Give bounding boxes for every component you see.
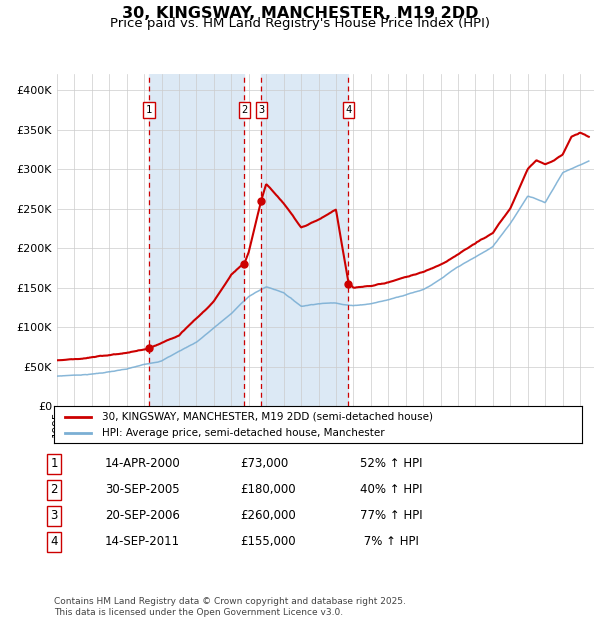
Text: £260,000: £260,000 xyxy=(240,510,296,522)
Bar xyxy=(262,74,349,406)
Text: 3: 3 xyxy=(50,510,58,522)
Text: 7% ↑ HPI: 7% ↑ HPI xyxy=(360,536,419,548)
Text: 77% ↑ HPI: 77% ↑ HPI xyxy=(360,510,422,522)
Text: £155,000: £155,000 xyxy=(240,536,296,548)
Text: 52% ↑ HPI: 52% ↑ HPI xyxy=(360,458,422,470)
Text: 30, KINGSWAY, MANCHESTER, M19 2DD: 30, KINGSWAY, MANCHESTER, M19 2DD xyxy=(122,6,478,20)
Text: 1: 1 xyxy=(50,458,58,470)
Text: 2: 2 xyxy=(241,105,248,115)
Text: 30-SEP-2005: 30-SEP-2005 xyxy=(105,484,179,496)
Text: HPI: Average price, semi-detached house, Manchester: HPI: Average price, semi-detached house,… xyxy=(101,428,384,438)
Text: 1: 1 xyxy=(146,105,152,115)
Text: 4: 4 xyxy=(345,105,352,115)
Bar xyxy=(149,74,244,406)
Text: 14-APR-2000: 14-APR-2000 xyxy=(105,458,181,470)
Text: 20-SEP-2006: 20-SEP-2006 xyxy=(105,510,180,522)
Text: 3: 3 xyxy=(258,105,265,115)
Text: Price paid vs. HM Land Registry's House Price Index (HPI): Price paid vs. HM Land Registry's House … xyxy=(110,17,490,30)
Text: £180,000: £180,000 xyxy=(240,484,296,496)
Text: 2: 2 xyxy=(50,484,58,496)
Text: Contains HM Land Registry data © Crown copyright and database right 2025.
This d: Contains HM Land Registry data © Crown c… xyxy=(54,598,406,617)
Text: 40% ↑ HPI: 40% ↑ HPI xyxy=(360,484,422,496)
Text: 30, KINGSWAY, MANCHESTER, M19 2DD (semi-detached house): 30, KINGSWAY, MANCHESTER, M19 2DD (semi-… xyxy=(101,412,433,422)
Text: 14-SEP-2011: 14-SEP-2011 xyxy=(105,536,180,548)
Text: £73,000: £73,000 xyxy=(240,458,288,470)
Text: 4: 4 xyxy=(50,536,58,548)
